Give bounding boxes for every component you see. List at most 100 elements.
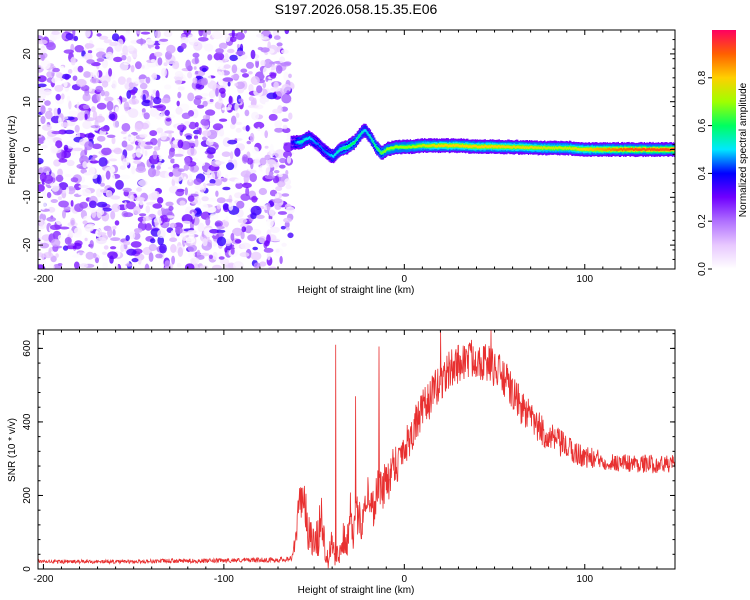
noise-blob	[268, 266, 277, 269]
noise-blob	[273, 170, 280, 174]
noise-blob	[144, 43, 148, 51]
y-tick-label: -10	[22, 190, 33, 205]
signal-cell	[630, 148, 632, 151]
noise-blob	[83, 52, 93, 61]
signal-cell	[623, 147, 625, 151]
noise-blob	[96, 57, 105, 62]
noise-blob	[82, 161, 88, 169]
signal-cell	[311, 137, 313, 141]
noise-blob	[170, 244, 177, 253]
noise-blob	[197, 222, 205, 233]
noise-blob	[268, 113, 278, 121]
noise-blob	[50, 199, 58, 203]
signal-cell	[446, 143, 448, 147]
noise-blob	[274, 149, 286, 159]
noise-blob	[110, 237, 121, 242]
signal-cell	[389, 147, 391, 150]
noise-blob	[137, 179, 148, 187]
signal-cell	[524, 146, 526, 149]
noise-blob	[275, 162, 280, 168]
signal-cell	[480, 145, 482, 149]
noise-blob	[125, 263, 133, 267]
noise-blob	[38, 75, 47, 83]
noise-blob	[122, 187, 132, 193]
signal-cell	[296, 141, 298, 144]
noise-blob	[59, 226, 70, 230]
signal-cell	[587, 148, 589, 151]
noise-blob	[155, 253, 163, 259]
colorbar-tick-label: 0.2	[697, 214, 708, 228]
noise-blob	[177, 91, 182, 99]
signal-cell	[606, 147, 609, 151]
noise-blob	[276, 42, 283, 47]
noise-blob	[154, 45, 160, 50]
noise-blob	[180, 43, 187, 49]
noise-blob	[160, 214, 168, 223]
noise-blob	[125, 144, 134, 151]
noise-blob	[185, 135, 192, 140]
noise-blob	[207, 54, 213, 61]
signal-cell	[350, 144, 352, 147]
signal-cell	[659, 148, 662, 151]
signal-cell	[645, 148, 648, 151]
noise-blob	[167, 105, 172, 111]
signal-cell	[629, 147, 631, 151]
noise-blob	[38, 47, 47, 54]
signal-cell	[637, 148, 639, 151]
noise-blob	[115, 179, 124, 190]
noise-blob	[242, 182, 252, 188]
noise-blob	[156, 127, 164, 134]
noise-blob	[112, 225, 117, 230]
signal-cell	[594, 148, 597, 151]
signal-cell	[603, 148, 605, 151]
signal-cell	[327, 152, 329, 156]
signal-cell	[563, 147, 565, 150]
noise-blob	[222, 77, 234, 82]
noise-blob	[229, 151, 234, 160]
signal-cell	[492, 144, 494, 148]
noise-blob	[51, 77, 61, 84]
noise-blob	[114, 106, 120, 114]
noise-blob	[90, 125, 101, 129]
signal-cell	[460, 145, 462, 148]
noise-blob	[139, 133, 148, 138]
signal-cell	[382, 150, 385, 154]
signal-cell	[324, 150, 326, 153]
noise-blob	[281, 49, 289, 54]
signal-cell	[484, 144, 486, 148]
x-tick-label: -200	[33, 274, 53, 285]
noise-blob	[215, 87, 219, 97]
noise-blob	[279, 56, 286, 64]
noise-blob	[145, 205, 151, 214]
signal-cell	[592, 148, 595, 151]
signal-cell	[402, 145, 404, 149]
noise-blob	[270, 226, 280, 233]
noise-blob	[192, 52, 200, 58]
signal-cell	[361, 131, 363, 134]
signal-cell	[616, 148, 618, 152]
signal-cell	[590, 148, 592, 151]
noise-blob	[63, 80, 68, 88]
signal-cell	[581, 148, 584, 151]
noise-blob	[135, 148, 143, 158]
noise-blob	[111, 136, 116, 145]
signal-cell	[301, 140, 303, 143]
noise-blob	[266, 218, 274, 228]
signal-cell	[316, 142, 318, 145]
noise-blob	[74, 203, 84, 213]
noise-blob	[46, 42, 56, 51]
y-tick-label: 10	[22, 96, 33, 108]
noise-blob	[285, 184, 292, 190]
signal-cell	[333, 153, 336, 156]
signal-cell	[422, 144, 425, 147]
signal-cell	[651, 147, 653, 151]
noise-blob	[99, 75, 111, 84]
signal-cell	[292, 140, 295, 143]
noise-blob	[184, 121, 191, 126]
signal-cell	[550, 146, 552, 149]
signal-cell	[516, 145, 519, 148]
noise-blob	[103, 39, 113, 44]
noise-blob	[55, 93, 61, 101]
noise-blob	[63, 144, 69, 151]
noise-blob	[149, 130, 158, 137]
